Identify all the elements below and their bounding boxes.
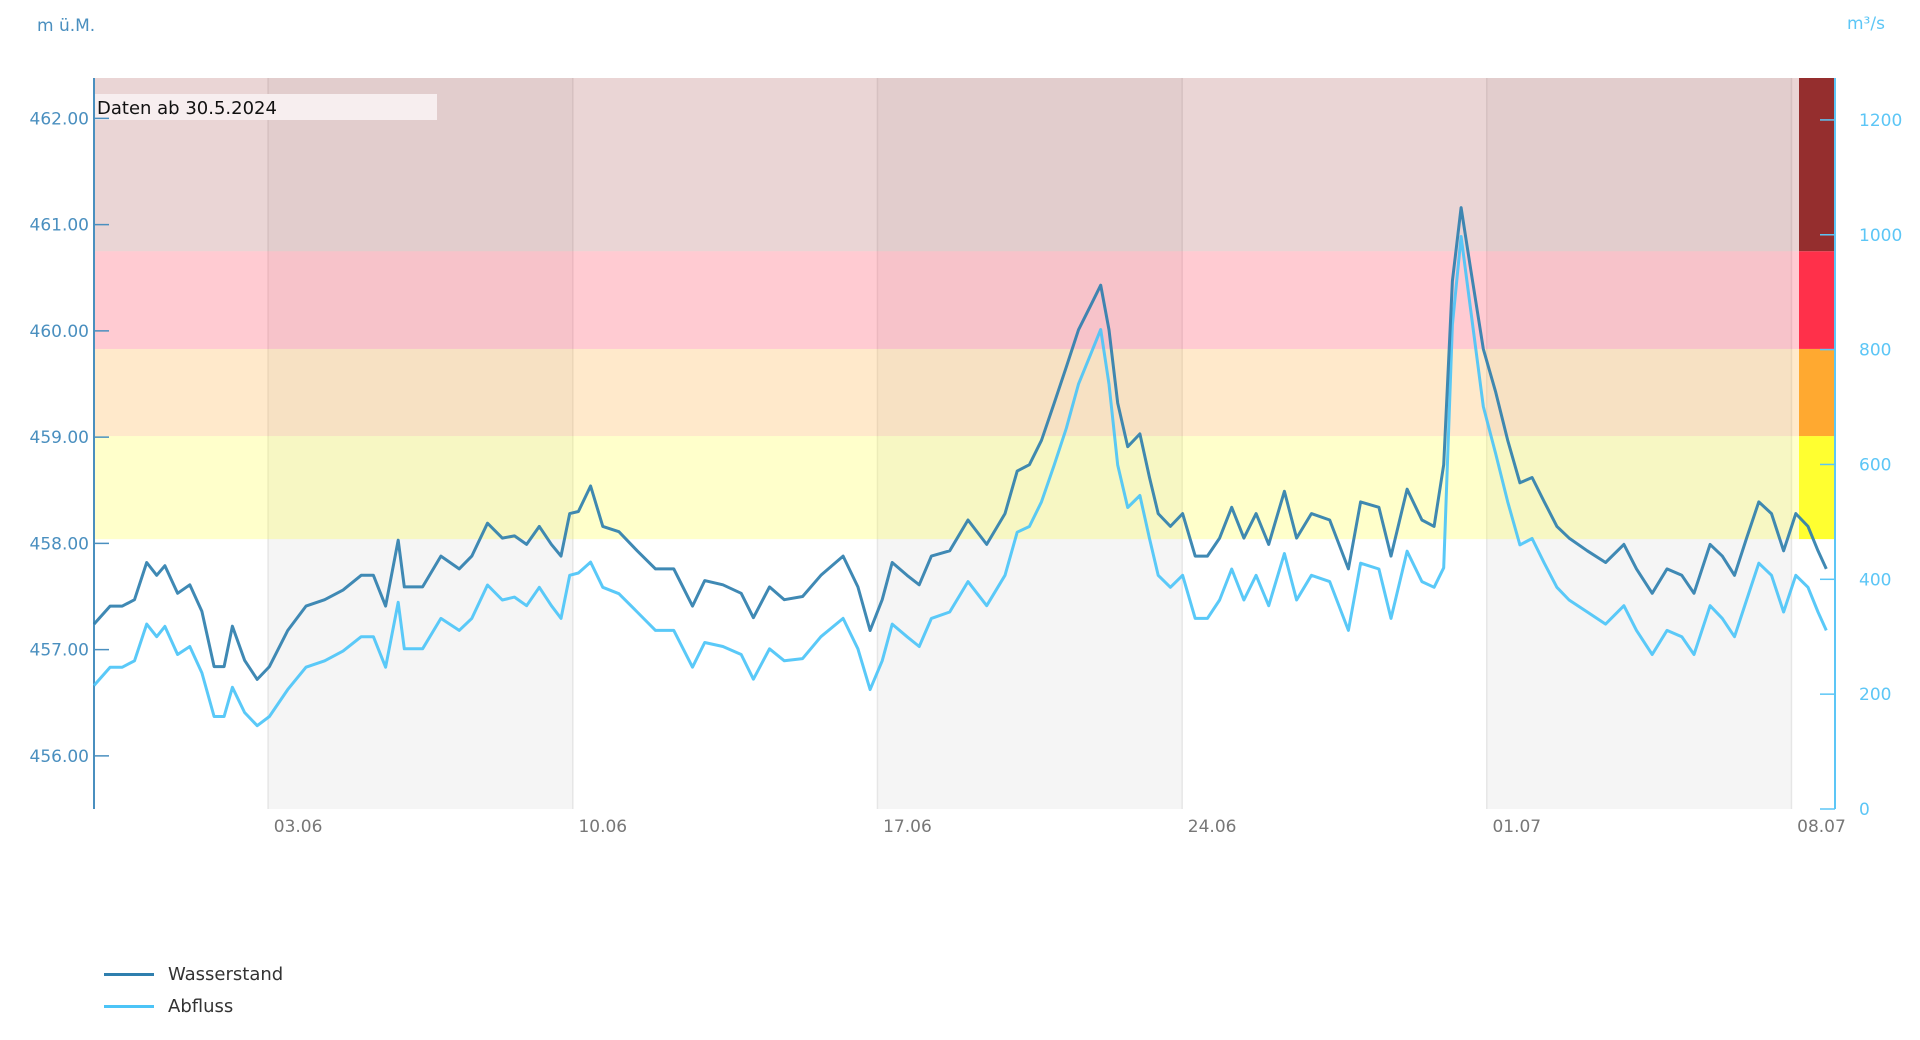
left-axis-tick-label: 456.00: [30, 747, 89, 767]
right-axis-unit-label: m³/s: [1847, 14, 1885, 34]
legend-swatch-wasserstand: [104, 973, 154, 976]
right-axis-tick-label: 400: [1859, 570, 1891, 590]
left-axis-tick-label: 457.00: [30, 641, 89, 661]
right-axis-tick-label: 200: [1859, 685, 1891, 705]
legend-item-abfluss[interactable]: Abfluss: [104, 996, 233, 1017]
series-line-wasserstand: [92, 206, 1828, 681]
right-axis-tick-label: 600: [1859, 455, 1891, 475]
x-axis-tick-label: 03.06: [274, 817, 323, 837]
right-axis-tick-label: 800: [1859, 341, 1891, 361]
legend-label-wasserstand: Wasserstand: [168, 964, 284, 985]
annotation-text: Daten ab 30.5.2024: [97, 98, 277, 119]
warning-band-1: [94, 436, 1799, 540]
week-stripe: [268, 78, 573, 809]
x-axis-tick-label: 08.07: [1797, 817, 1846, 837]
left-axis-tick-label: 462.00: [30, 109, 89, 129]
x-axis-tick-label: 10.06: [578, 817, 627, 837]
legend-label-abfluss: Abfluss: [168, 996, 234, 1017]
x-axis-tick-label: 01.07: [1492, 817, 1541, 837]
warning-level-marker-3: [1799, 251, 1835, 349]
left-axis-unit-label: m ü.M.: [37, 16, 96, 36]
left-axis-tick-label: 459.00: [30, 428, 89, 448]
left-axis-tick-label: 458.00: [30, 534, 89, 554]
left-axis-tick-label: 460.00: [30, 322, 89, 342]
left-axis-tick-label: 461.00: [30, 216, 89, 236]
right-axis-tick-label: 1200: [1859, 111, 1902, 131]
annotation-box: [95, 94, 437, 120]
legend-swatch-abfluss: [104, 1005, 154, 1008]
x-axis-tick-label: 24.06: [1188, 817, 1237, 837]
right-axis-tick-label: 0: [1859, 800, 1870, 820]
legend-item-wasserstand[interactable]: Wasserstand: [104, 964, 283, 985]
warning-band-3: [94, 251, 1799, 349]
warning-level-marker-4: [1799, 78, 1835, 252]
right-axis-tick-label: 1000: [1859, 226, 1902, 246]
x-axis-tick-label: 17.06: [883, 817, 932, 837]
week-stripe: [1486, 78, 1792, 809]
warning-band-2: [94, 348, 1799, 437]
warning-level-marker-2: [1799, 348, 1835, 437]
series-line-abfluss: [92, 235, 1828, 728]
